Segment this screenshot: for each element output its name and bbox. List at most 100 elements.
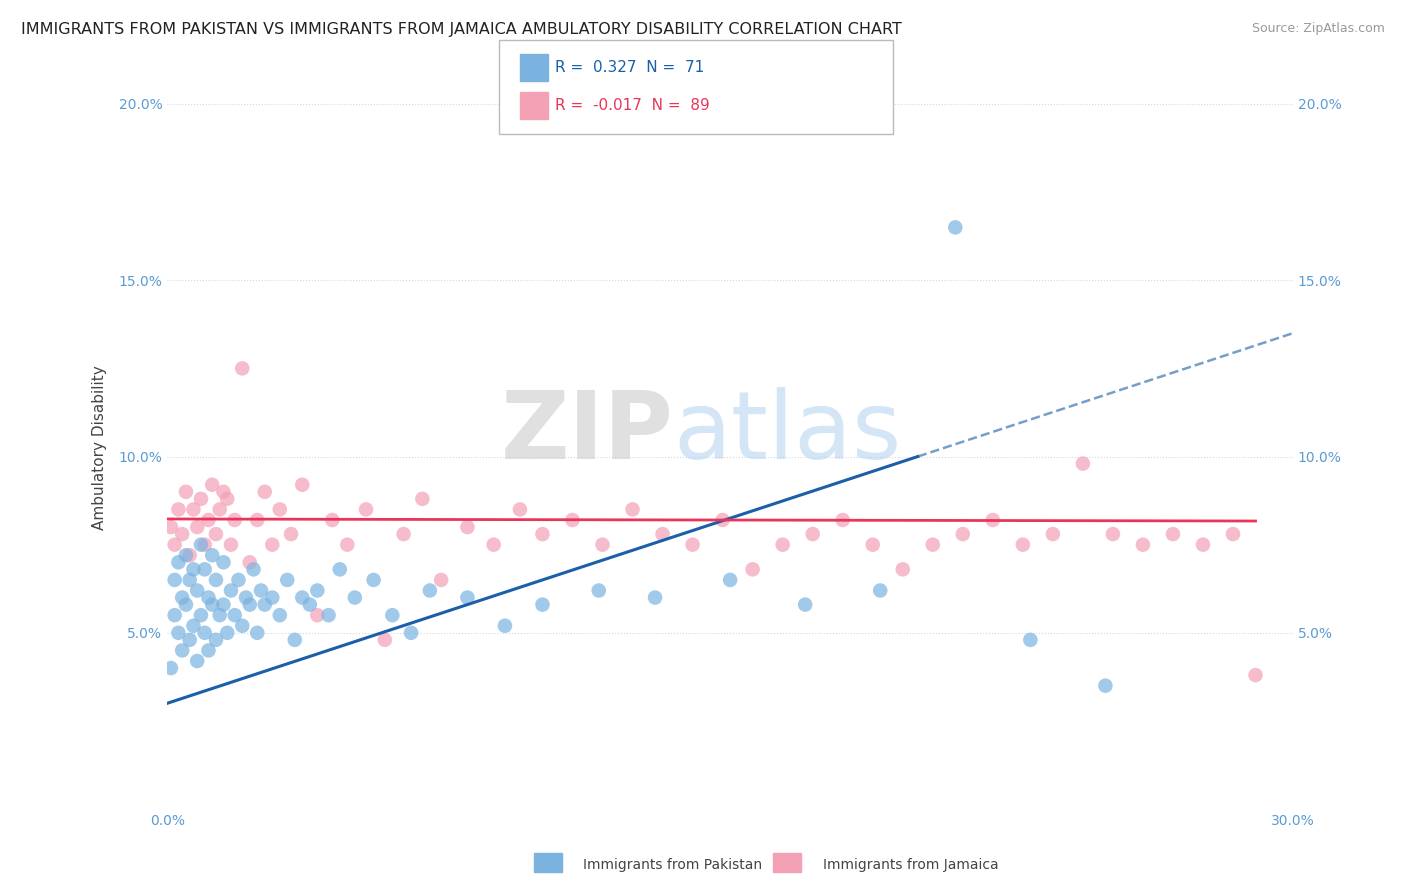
Point: [307, 608, 329, 623]
Point: [831, 513, 853, 527]
Point: [172, 591, 194, 605]
Point: [862, 538, 884, 552]
Point: [509, 502, 531, 516]
Point: [231, 619, 253, 633]
Point: [298, 598, 321, 612]
Point: [208, 608, 231, 623]
Point: [183, 619, 205, 633]
Point: [741, 562, 763, 576]
Point: [224, 608, 246, 623]
Point: [321, 513, 343, 527]
Point: [269, 608, 291, 623]
Point: [952, 527, 974, 541]
Point: [183, 562, 205, 576]
Point: [212, 484, 235, 499]
Point: [194, 625, 217, 640]
Text: Immigrants from Jamaica: Immigrants from Jamaica: [823, 858, 998, 872]
Text: Immigrants from Pakistan: Immigrants from Pakistan: [583, 858, 762, 872]
Point: [374, 632, 396, 647]
Point: [869, 583, 891, 598]
Point: [1102, 527, 1125, 541]
Point: [651, 527, 673, 541]
Point: [1132, 538, 1154, 552]
Point: [921, 538, 943, 552]
Point: [174, 598, 197, 612]
Text: IMMIGRANTS FROM PAKISTAN VS IMMIGRANTS FROM JAMAICA AMBULATORY DISABILITY CORREL: IMMIGRANTS FROM PAKISTAN VS IMMIGRANTS F…: [21, 22, 903, 37]
Point: [494, 619, 516, 633]
Point: [228, 573, 250, 587]
Point: [205, 527, 228, 541]
Point: [190, 608, 212, 623]
Point: [1094, 679, 1116, 693]
Point: [224, 513, 246, 527]
Point: [179, 632, 201, 647]
Point: [399, 625, 422, 640]
Point: [231, 361, 253, 376]
Point: [1161, 527, 1184, 541]
Point: [269, 502, 291, 516]
Point: [291, 591, 314, 605]
Point: [1019, 632, 1042, 647]
Point: [194, 562, 217, 576]
Point: [411, 491, 433, 506]
Point: [1244, 668, 1267, 682]
Point: [253, 598, 276, 612]
Point: [1192, 538, 1215, 552]
Point: [186, 583, 208, 598]
Point: [588, 583, 610, 598]
Point: [711, 513, 734, 527]
Point: [363, 573, 385, 587]
Point: [197, 643, 219, 657]
Point: [174, 484, 197, 499]
Point: [1222, 527, 1244, 541]
Point: [250, 583, 273, 598]
Point: [172, 643, 194, 657]
Point: [981, 513, 1004, 527]
Point: [212, 555, 235, 569]
Point: [186, 520, 208, 534]
Point: [201, 598, 224, 612]
Text: ZIP: ZIP: [501, 387, 673, 479]
Point: [354, 502, 377, 516]
Point: [242, 562, 264, 576]
Point: [482, 538, 505, 552]
Point: [801, 527, 824, 541]
Point: [276, 573, 298, 587]
Point: [235, 591, 257, 605]
Point: [943, 220, 966, 235]
Point: [592, 538, 614, 552]
Point: [644, 591, 666, 605]
Point: [682, 538, 704, 552]
Point: [262, 591, 284, 605]
Point: [246, 625, 269, 640]
Point: [430, 573, 453, 587]
Point: [217, 491, 239, 506]
Point: [205, 573, 228, 587]
Point: [219, 583, 242, 598]
Point: [167, 625, 190, 640]
Point: [284, 632, 307, 647]
Point: [456, 520, 478, 534]
Point: [307, 583, 329, 598]
Point: [621, 502, 644, 516]
Point: [201, 477, 224, 491]
Point: [190, 538, 212, 552]
Point: [456, 591, 478, 605]
Point: [280, 527, 302, 541]
Point: [794, 598, 817, 612]
Point: [212, 598, 235, 612]
Point: [172, 527, 194, 541]
Point: [262, 538, 284, 552]
Point: [531, 527, 554, 541]
Point: [163, 608, 186, 623]
Point: [1042, 527, 1064, 541]
Point: [197, 513, 219, 527]
Point: [891, 562, 914, 576]
Point: [253, 484, 276, 499]
Text: R =  0.327  N =  71: R = 0.327 N = 71: [555, 61, 704, 75]
Point: [419, 583, 441, 598]
Point: [291, 477, 314, 491]
Point: [179, 548, 201, 562]
Point: [329, 562, 352, 576]
Point: [160, 520, 183, 534]
